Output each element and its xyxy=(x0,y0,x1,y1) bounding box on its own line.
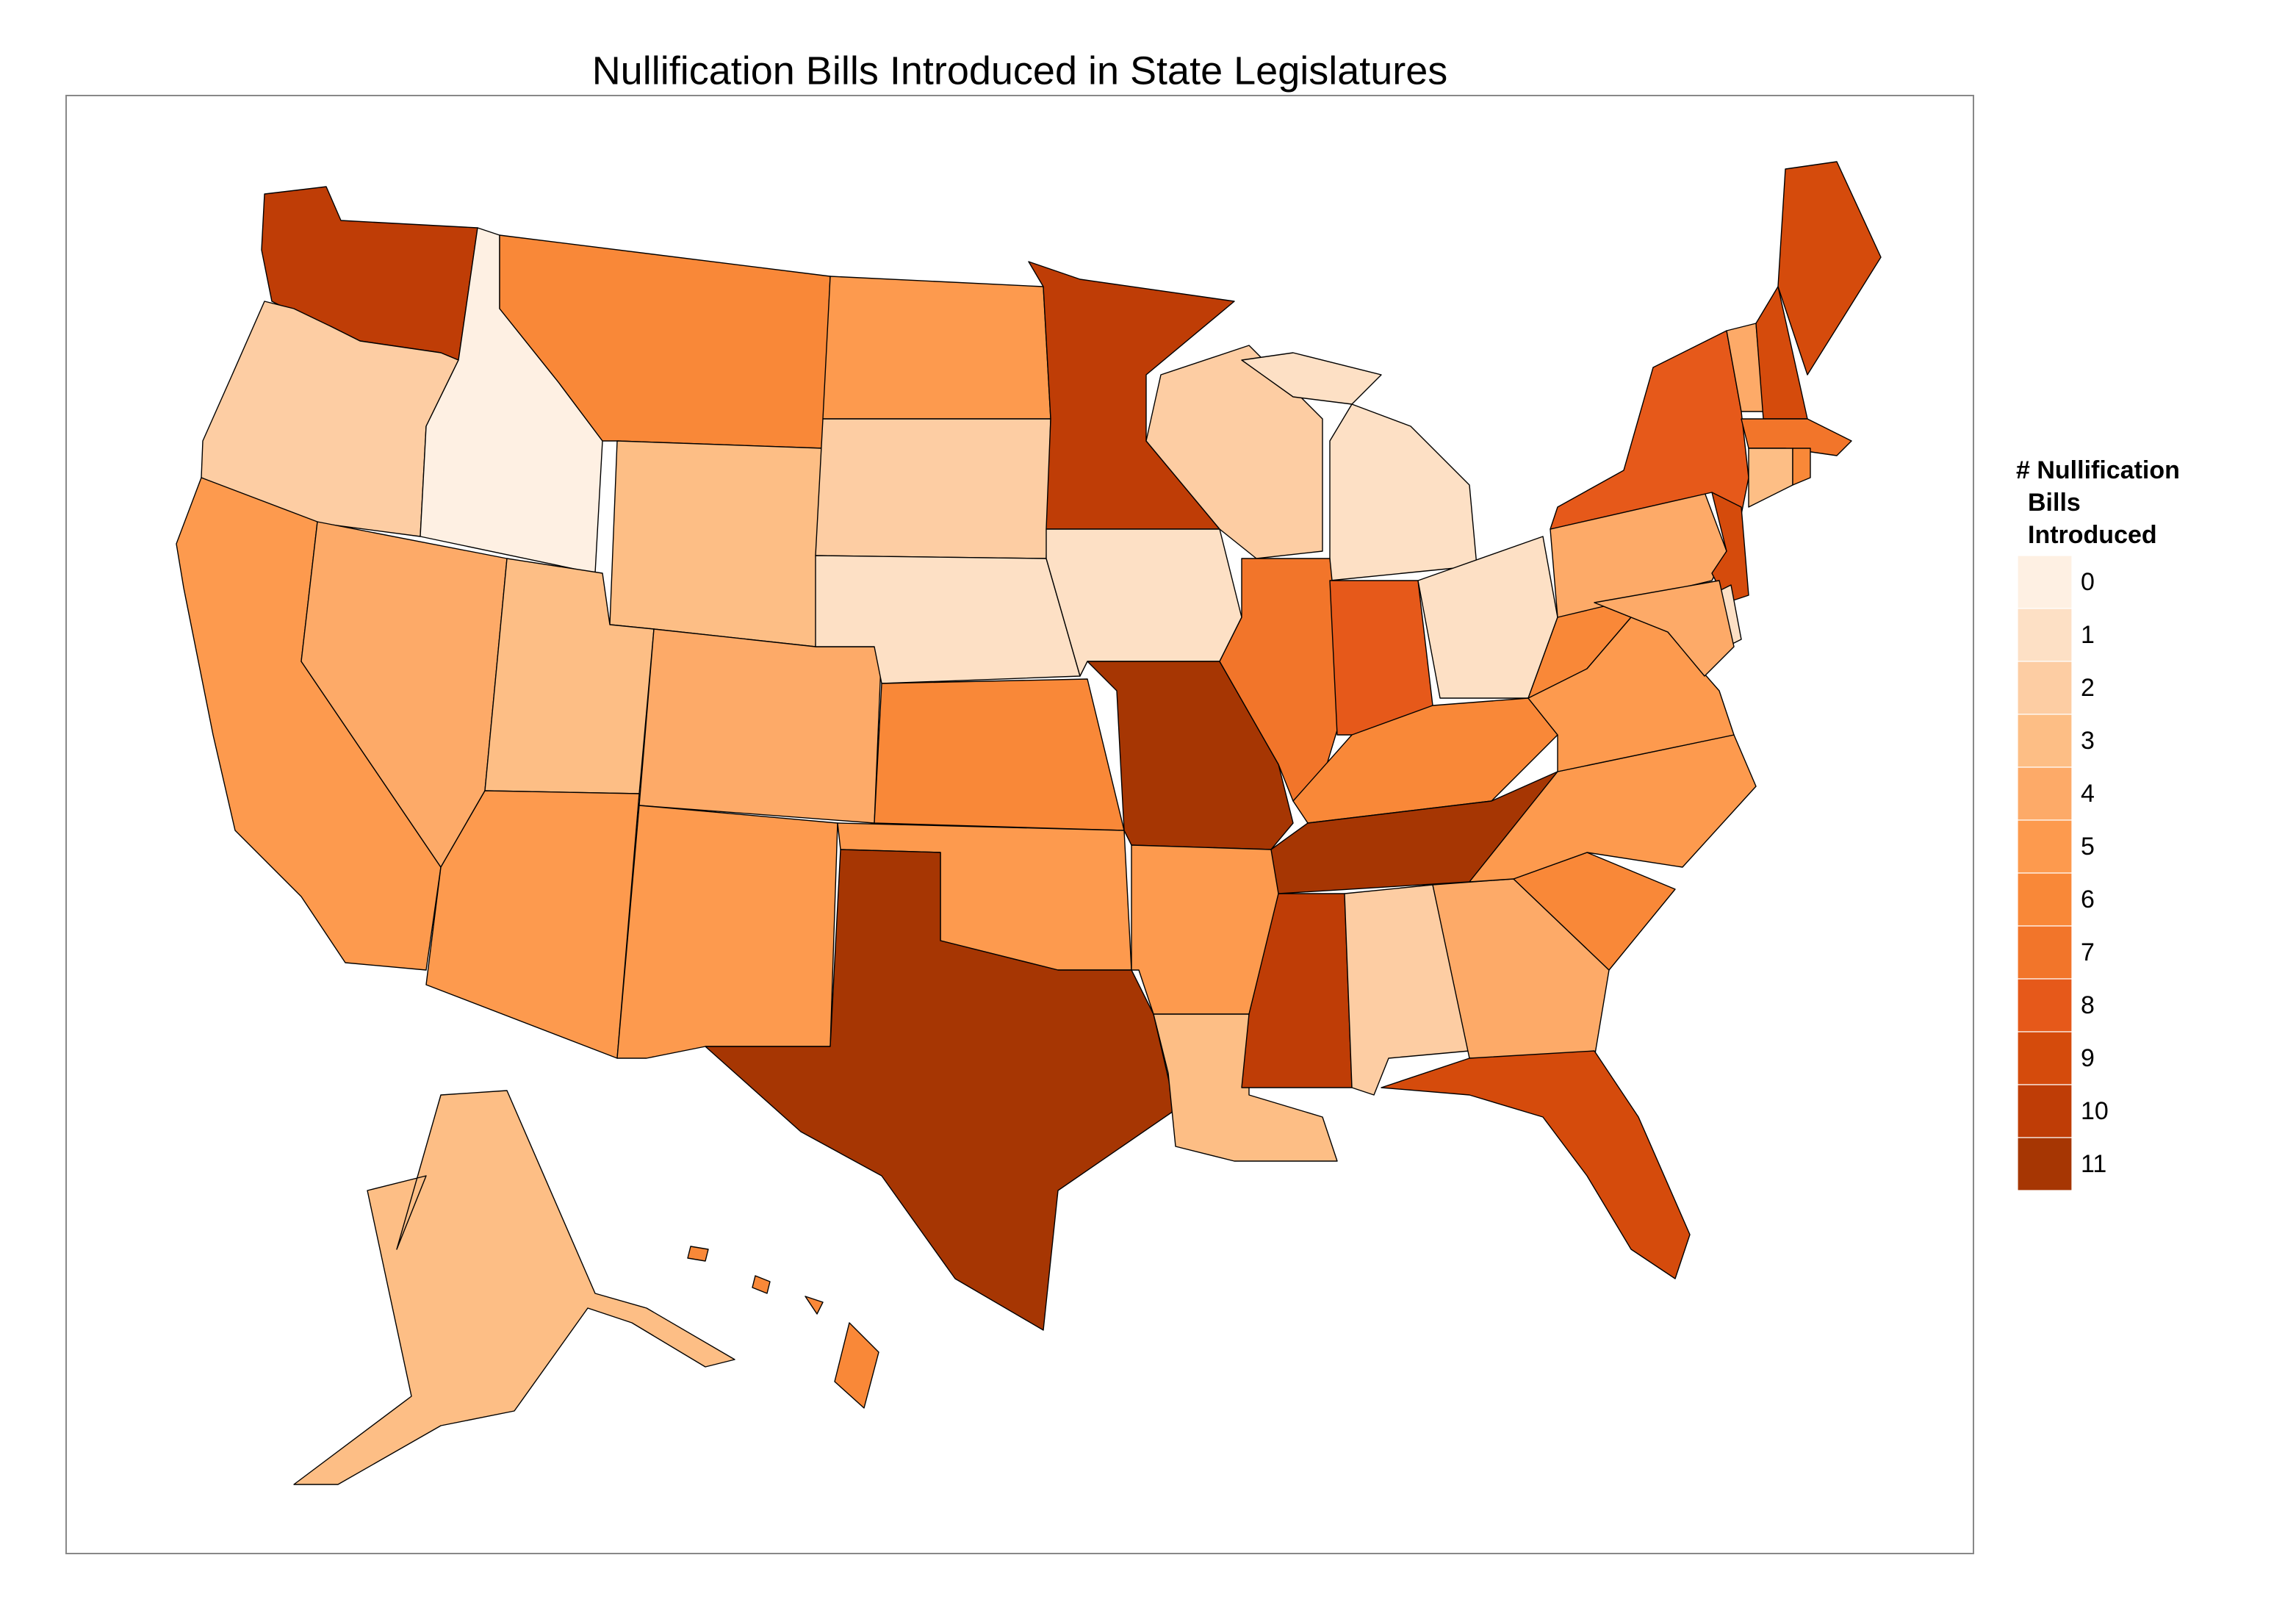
legend-swatch xyxy=(2017,555,2073,609)
legend-swatch xyxy=(2017,766,2073,821)
legend-swatch xyxy=(2017,925,2073,980)
legend: # Nullification Bills Introduced 0 1 2 3 4 5 6 7 8 9… xyxy=(2016,456,2180,1191)
legend-swatch xyxy=(2017,1137,2073,1191)
states xyxy=(176,161,1882,1485)
state xyxy=(1777,161,1882,376)
state xyxy=(638,628,882,824)
legend-swatch xyxy=(2017,978,2073,1033)
legend-swatch xyxy=(2017,872,2073,927)
legend-label: 2 xyxy=(2081,674,2095,702)
legend-label: 0 xyxy=(2081,568,2095,596)
legend-swatch xyxy=(2017,714,2073,768)
state xyxy=(1550,330,1749,530)
legend-label: 9 xyxy=(2081,1044,2095,1072)
legend-label: 4 xyxy=(2081,780,2095,808)
state xyxy=(687,1246,879,1409)
legend-label: 3 xyxy=(2081,727,2095,755)
legend-swatch xyxy=(2017,608,2073,662)
state xyxy=(822,276,1051,420)
legend-label: 10 xyxy=(2081,1097,2109,1125)
state xyxy=(705,849,1176,1331)
map-title: Nullification Bills Introduced in State … xyxy=(592,49,1448,93)
legend-label: 11 xyxy=(2081,1150,2106,1178)
legend-label: 7 xyxy=(2081,938,2095,966)
legend-swatch xyxy=(2017,819,2073,874)
legend-label: 8 xyxy=(2081,991,2095,1019)
legend-swatch xyxy=(2017,661,2073,715)
state xyxy=(815,418,1051,559)
state xyxy=(425,790,640,1059)
legend-title: Bills xyxy=(2028,489,2081,517)
state xyxy=(609,440,824,647)
state xyxy=(1594,580,1735,677)
legend-title: Introduced xyxy=(2028,521,2157,549)
legend-title: # Nullification xyxy=(2016,456,2180,484)
state xyxy=(1792,448,1811,486)
state xyxy=(1046,528,1242,677)
state xyxy=(293,1090,735,1485)
legend-label: 6 xyxy=(2081,886,2095,913)
state xyxy=(1469,734,1757,883)
state xyxy=(874,678,1125,831)
state xyxy=(1527,617,1735,772)
state xyxy=(616,805,838,1059)
legend-swatch xyxy=(2017,1084,2073,1138)
legend-label: 1 xyxy=(2081,621,2095,649)
legend-swatch xyxy=(2017,1031,2073,1085)
legend-label: 5 xyxy=(2081,833,2095,861)
state xyxy=(1381,1050,1691,1279)
